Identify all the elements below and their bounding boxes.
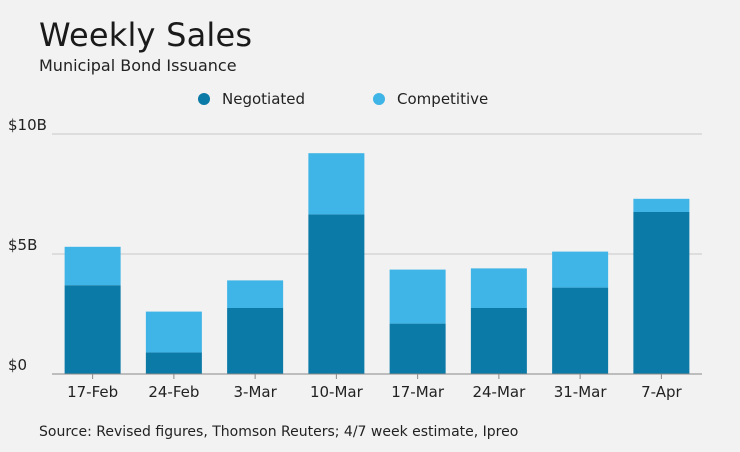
bar-negotiated-10-mar — [308, 214, 365, 374]
bar-negotiated-31-mar — [552, 287, 609, 374]
legend-item-negotiated: Negotiated — [198, 90, 305, 108]
legend-label-negotiated: Negotiated — [222, 90, 306, 108]
y-tick-label: $0 — [8, 356, 27, 374]
x-tick-label: 31-Mar — [554, 383, 608, 401]
chart-title: Weekly Sales — [39, 16, 253, 54]
bar-competitive-31-mar — [552, 251, 609, 288]
x-tick-label: 24-Feb — [148, 383, 199, 401]
legend-item-competitive: Competitive — [373, 90, 488, 108]
bar-competitive-3-mar — [227, 280, 284, 308]
x-tick-label: 17-Mar — [391, 383, 445, 401]
legend-swatch-negotiated — [198, 93, 210, 105]
bar-negotiated-3-mar — [227, 308, 284, 374]
bar-competitive-24-feb — [145, 311, 202, 353]
bar-negotiated-7-apr — [633, 212, 690, 374]
bar-competitive-17-mar — [389, 269, 446, 324]
bar-competitive-17-feb — [64, 246, 121, 286]
legend-swatch-competitive — [373, 93, 386, 105]
x-tick-label: 10-Mar — [310, 383, 364, 401]
bar-competitive-24-mar — [470, 268, 527, 308]
bar-competitive-7-apr — [633, 198, 690, 212]
bar-competitive-10-mar — [308, 153, 365, 215]
x-tick-label: 24-Mar — [472, 383, 526, 401]
x-tick-label: 7-Apr — [641, 383, 682, 401]
bar-negotiated-17-mar — [389, 323, 446, 374]
source-note: Source: Revised figures, Thomson Reuters… — [39, 424, 519, 440]
bar-negotiated-17-feb — [64, 285, 121, 374]
y-tick-label: $10B — [8, 116, 47, 134]
chart-subtitle: Municipal Bond Issuance — [39, 56, 237, 75]
legend: Negotiated Competitive — [198, 90, 556, 108]
x-tick-label: 17-Feb — [67, 383, 118, 401]
y-tick-label: $5B — [8, 236, 37, 254]
legend-label-competitive: Competitive — [397, 90, 489, 108]
bar-negotiated-24-mar — [470, 308, 527, 374]
x-tick-label: 3-Mar — [233, 383, 277, 401]
bar-negotiated-24-feb — [145, 352, 202, 374]
